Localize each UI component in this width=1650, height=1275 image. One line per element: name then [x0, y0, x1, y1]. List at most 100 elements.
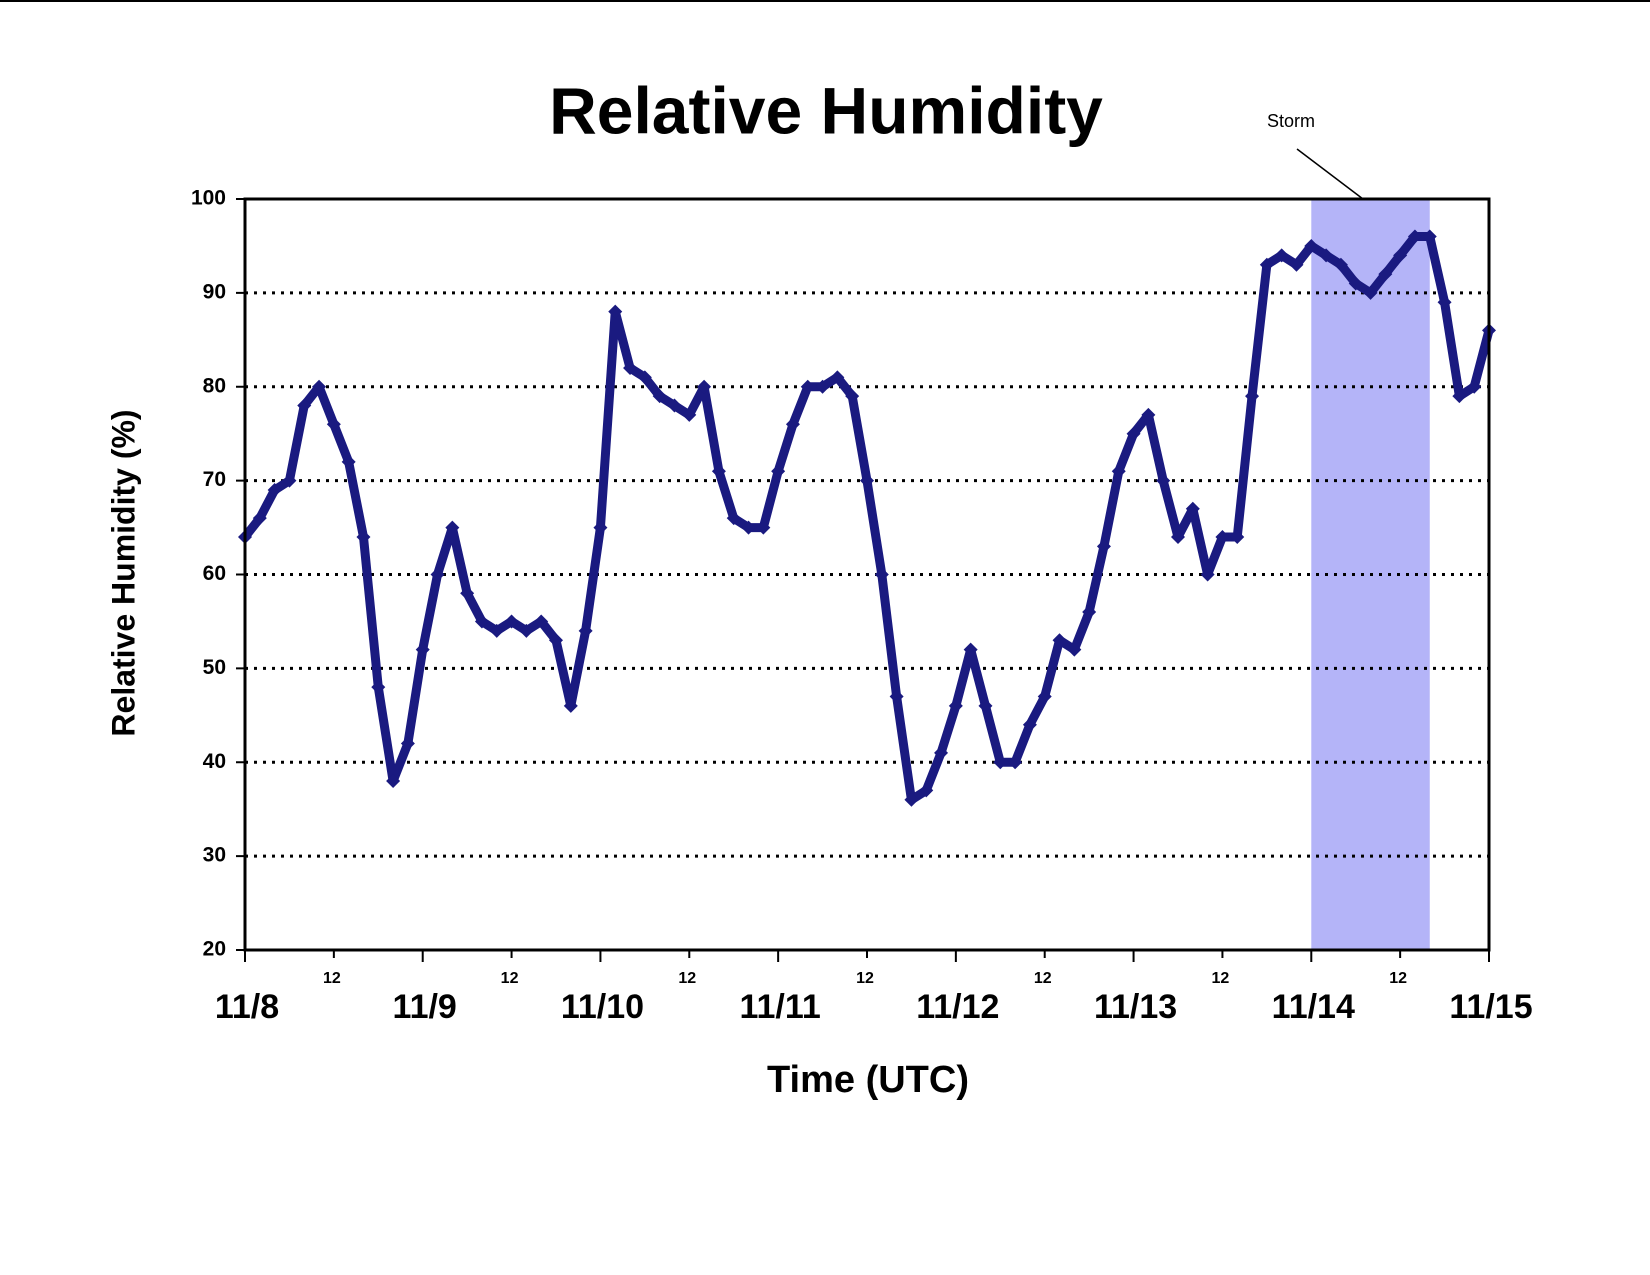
x-hour-label: 12 [856, 970, 874, 987]
data-point [326, 417, 341, 432]
data-point [1008, 755, 1023, 770]
x-hour-label: 12 [501, 970, 519, 987]
y-tick-label: 20 [203, 938, 226, 961]
x-hour-label: 12 [323, 970, 341, 987]
data-point [1067, 642, 1082, 657]
y-tick-label: 50 [203, 656, 226, 679]
data-point [1289, 257, 1304, 272]
x-hour-label: 12 [1212, 970, 1230, 987]
data-point [756, 520, 771, 535]
data-point [549, 633, 563, 648]
data-point [534, 614, 549, 629]
plot-frame [243, 197, 1491, 952]
data-point [741, 520, 756, 535]
x-hour-label: 12 [1034, 970, 1052, 987]
data-point [1200, 567, 1215, 582]
data-point [1437, 295, 1452, 310]
data-point [1185, 501, 1200, 516]
data-point [297, 398, 312, 413]
data-point [771, 464, 786, 479]
data-point [623, 360, 638, 375]
data-point [252, 511, 267, 526]
data-point [1096, 539, 1111, 554]
storm-label: Storm [1267, 111, 1315, 131]
data-point [563, 698, 578, 713]
data-point [1422, 229, 1437, 244]
data-point [1171, 529, 1185, 544]
data-point [578, 623, 593, 638]
data-point [1407, 229, 1422, 244]
x-date-label: 11/11 [739, 988, 820, 1026]
data-point [1245, 389, 1260, 404]
data-point [474, 614, 489, 629]
data-point [1274, 248, 1289, 263]
data-point [1156, 473, 1171, 488]
data-point [1259, 257, 1274, 272]
y-tick-label: 30 [203, 844, 226, 867]
x-date-label: 11/8 [215, 988, 279, 1026]
data-point [1111, 464, 1126, 479]
data-point [1348, 276, 1363, 291]
data-point [371, 680, 386, 695]
x-date-label: 11/9 [393, 988, 457, 1026]
data-point [889, 689, 904, 704]
data-point [386, 774, 401, 789]
x-date-label: 11/14 [1272, 988, 1355, 1026]
data-point [1022, 717, 1037, 732]
x-date-label: 11/12 [916, 988, 999, 1026]
data-point [1333, 257, 1348, 272]
data-point [652, 389, 667, 404]
data-point [1467, 379, 1482, 394]
data-point [800, 379, 815, 394]
chart-title: Relative Humidity [549, 73, 1103, 147]
data-point [519, 623, 534, 638]
data-point [415, 642, 430, 657]
y-tick-label: 60 [203, 562, 226, 585]
data-point [682, 407, 697, 422]
data-point [815, 379, 830, 394]
data-point [1452, 389, 1467, 404]
data-point [978, 698, 993, 713]
data-point [1393, 248, 1408, 263]
x-axis-title: Time (UTC) [767, 1059, 969, 1101]
y-tick-label: 40 [203, 750, 226, 773]
data-point [1082, 605, 1097, 620]
x-date-label: 11/10 [561, 988, 644, 1026]
data-point [934, 745, 949, 760]
data-point [445, 520, 460, 535]
data-point [948, 698, 963, 713]
data-point [1378, 267, 1393, 282]
y-tick-label: 70 [203, 468, 226, 491]
data-point [267, 483, 282, 498]
data-point [460, 586, 475, 601]
data-point [874, 567, 889, 582]
data-point [845, 389, 860, 404]
data-point [726, 511, 741, 526]
data-point [1141, 407, 1156, 422]
x-hour-label: 12 [678, 970, 696, 987]
data-point [919, 783, 934, 798]
y-tick-label: 100 [191, 187, 226, 210]
data-point [608, 304, 623, 319]
data-point [400, 736, 415, 751]
data-point [312, 379, 327, 394]
x-date-label: 11/15 [1449, 988, 1532, 1026]
data-point [697, 379, 712, 394]
data-point [1037, 689, 1052, 704]
data-point [785, 417, 800, 432]
storm-pointer [1296, 148, 1364, 200]
x-hour-label: 12 [1389, 970, 1407, 987]
x-date-label: 11/13 [1094, 988, 1177, 1026]
data-point [489, 623, 504, 638]
data-point [430, 567, 445, 582]
data-point [1230, 529, 1245, 544]
data-point [637, 370, 652, 385]
data-point [711, 464, 726, 479]
data-point [356, 529, 371, 544]
data-point [667, 398, 682, 413]
data-point [1052, 633, 1067, 648]
y-tick-label: 90 [203, 280, 226, 303]
data-point [904, 792, 919, 807]
data-point [341, 454, 356, 469]
